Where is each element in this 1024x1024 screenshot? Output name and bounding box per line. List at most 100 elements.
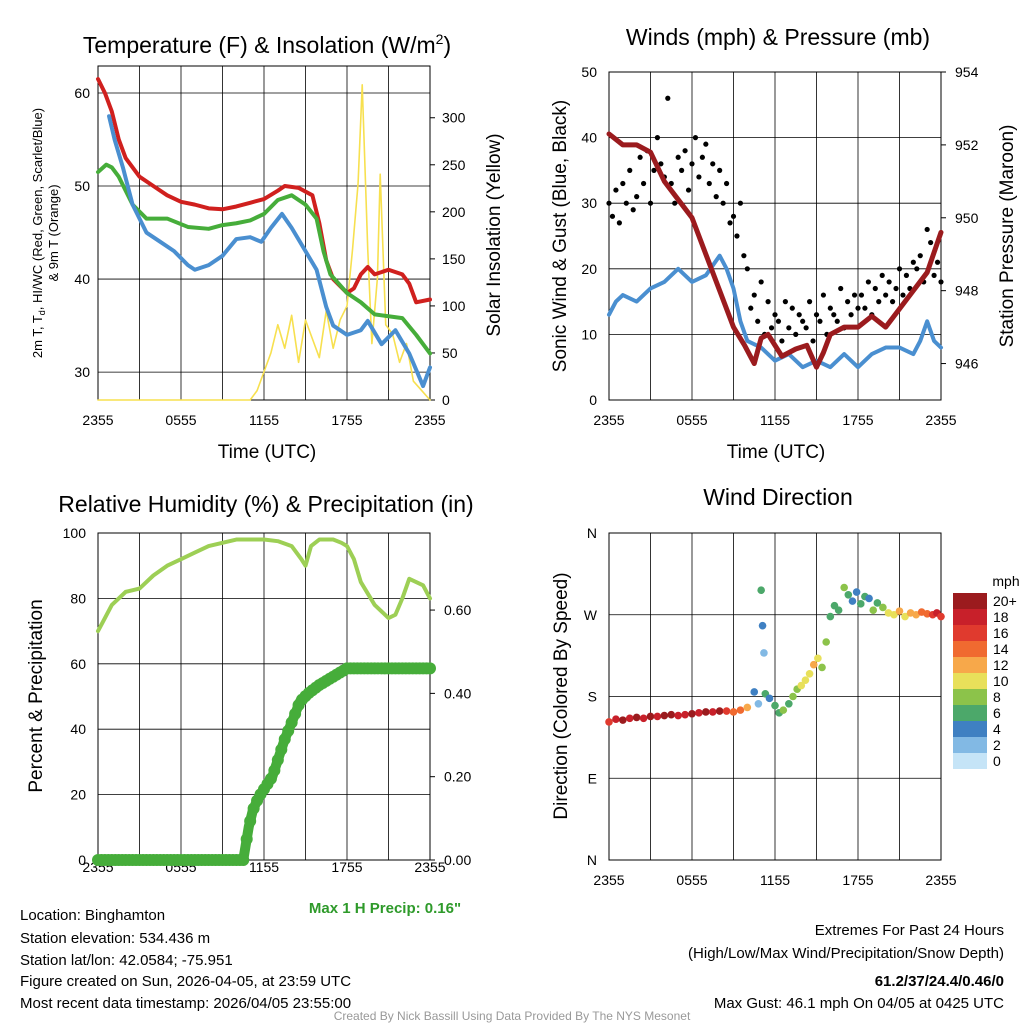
gust-point [886,279,892,285]
gust-point [806,299,813,305]
gust-point [851,292,858,298]
wind-direction-point [639,714,648,723]
temp-xlabel: Time (UTC) [218,442,317,463]
temp-ytick-label: 60 [74,85,90,101]
rh-ytick-label: 80 [70,590,86,606]
wind-direction-point [702,708,710,716]
wind-direction-point [625,714,634,723]
rh-xtick-label: 2355 [414,859,445,875]
pressure-y2tick-label: 952 [955,137,979,153]
gust-point [613,187,619,193]
gust-point [793,331,799,337]
gust-point [831,312,837,318]
colorbar-label: 0 [993,753,1001,769]
gust-point [741,253,747,259]
wind-direction-point [619,716,627,724]
colorbar-swatch [953,737,987,753]
wind-direction-point [681,710,689,719]
wind-direction-point [840,583,848,592]
gust-point [692,135,699,141]
gust-point [782,299,788,305]
wind-direction-point [869,606,878,615]
temp-xtick-label: 0555 [165,412,196,428]
wind-xlabel: Time (UTC) [727,442,826,463]
gust-point [934,259,941,265]
wind-direction-point [822,638,830,646]
gust-point [696,174,702,180]
extremes-values: 61.2/37/24.4/0.46/0 [875,973,1004,990]
wind-direction-point [660,711,669,720]
gust-point [928,239,934,246]
wind-direction-point [890,610,898,619]
precip-y2tick-label: 0.40 [444,685,471,701]
temp-y2tick-label: 0 [442,392,450,408]
colorbar-swatch [953,593,987,609]
gust-point [744,266,750,272]
gust-point [751,292,757,298]
precip-point [271,754,284,767]
wind-ytick-label: 20 [581,261,597,277]
rh-xtick-label: 1755 [331,859,362,875]
wind-direction-point [771,701,779,710]
temperature-line [96,77,432,305]
gust-point [876,299,882,305]
gust-point [679,167,685,173]
rh-ytick-label: 40 [70,721,86,737]
direction-xtick-label: 2355 [593,872,624,888]
created-text: Figure created on Sun, 2026-04-05, at 23… [20,973,351,990]
gust-point [796,312,802,318]
wind-panel-title: Winds (mph) & Pressure (mb) [626,24,930,50]
temp-ylabel: 2m T, Td, HI/WC (Red, Green, Scarlet/Blu… [30,108,47,358]
rh-xtick-label: 1155 [249,859,279,875]
gust-point [654,135,661,141]
direction-xtick-label: 0555 [676,872,707,888]
colorbar-swatch [953,657,987,673]
sonic-wind-line [607,253,943,370]
gust-point [672,200,678,206]
gust-point [634,194,640,200]
gust-point [810,338,816,344]
wind-xtick-label: 2355 [593,412,624,428]
gust-point [827,305,833,311]
recent-data-text: Most recent data timestamp: 2026/04/05 2… [20,995,351,1012]
gust-point [772,312,778,318]
gust-point [748,305,754,311]
wind-direction-point [779,706,788,714]
gust-point [896,266,903,272]
location-text: Location: Binghamton [20,907,165,924]
gust-point [813,312,820,318]
wind-direction-point [715,707,724,715]
wind-direction-point [758,621,767,630]
max-precip-annotation: Max 1 H Precip: 0.16" [309,900,461,917]
direction-xtick-label: 1755 [842,872,873,888]
latlon-text: Station lat/lon: 42.0584; -75.951 [20,952,233,969]
colorbar-swatch [953,705,987,721]
colorbar-swatch [953,609,987,625]
wind-direction-point [789,692,797,701]
temp-xtick-label: 2355 [414,412,445,428]
gust-point [765,299,771,305]
wind-direction-point [674,711,682,720]
wind-direction-point [743,703,752,712]
gust-point [879,272,885,278]
gust-point [848,312,854,318]
colorbar-label: 16 [993,625,1009,641]
colorbar-label: 12 [993,657,1009,673]
temp-xtick-label: 2355 [82,412,113,428]
pressure-y2tick-label: 950 [955,210,979,226]
gust-point [910,259,916,265]
wind-direction-point [667,710,676,719]
wind-direction-point [844,590,853,599]
wind-direction-point [852,588,861,596]
gust-point [803,325,809,331]
precip-point [237,854,250,866]
gust-point [640,180,647,187]
gust-point [858,292,865,298]
gust-point [609,213,616,219]
elevation-text: Station elevation: 534.436 m [20,930,210,947]
wind-direction-point [809,660,818,669]
temp-ytick-label: 40 [74,271,90,287]
gust-point [786,325,792,331]
gust-point [637,154,643,160]
wind-direction-point [901,612,909,621]
